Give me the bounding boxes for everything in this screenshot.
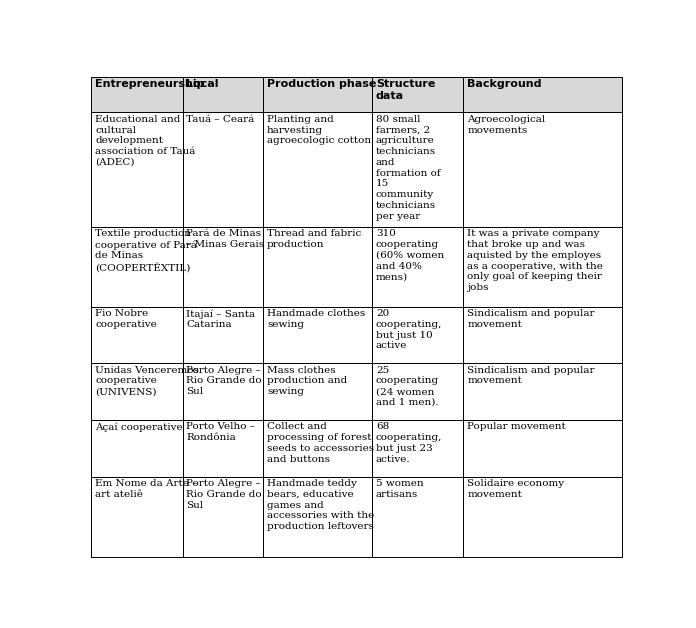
Bar	[182, 77, 263, 112]
Bar	[263, 364, 372, 420]
Text: Sindicalism and popular
movement: Sindicalism and popular movement	[467, 309, 594, 329]
Bar	[263, 112, 372, 227]
Bar	[372, 227, 464, 306]
Text: Textile production
cooperative of Pará
de Minas
(COOPERTÊXTIL): Textile production cooperative of Pará d…	[95, 229, 197, 273]
Bar	[91, 420, 182, 477]
Bar	[464, 477, 622, 558]
Bar	[372, 112, 464, 227]
Text: Collect and
processing of forest
seeds to accessories
and buttons: Collect and processing of forest seeds t…	[267, 423, 374, 463]
Text: Porto Alegre –
Rio Grande do
Sul: Porto Alegre – Rio Grande do Sul	[187, 365, 262, 396]
Text: Handmade teddy
bears, educative
games and
accessories with the
production leftov: Handmade teddy bears, educative games an…	[267, 479, 374, 531]
Text: Fio Nobre
cooperative: Fio Nobre cooperative	[95, 309, 157, 329]
Text: Sindicalism and popular
movement: Sindicalism and popular movement	[467, 365, 594, 386]
Bar	[372, 306, 464, 364]
Text: Planting and
harvesting
agroecologic cotton: Planting and harvesting agroecologic cot…	[267, 115, 371, 146]
Bar	[464, 112, 622, 227]
Text: Local: Local	[187, 79, 219, 89]
Text: Açaí cooperative: Açaí cooperative	[95, 423, 183, 432]
Text: Thread and fabric
production: Thread and fabric production	[267, 229, 361, 249]
Text: It was a private company
that broke up and was
aquisted by the employes
as a coo: It was a private company that broke up a…	[467, 229, 603, 292]
Bar	[372, 477, 464, 558]
Text: Entrepreneurship: Entrepreneurship	[95, 79, 205, 89]
Text: Mass clothes
production and
sewing: Mass clothes production and sewing	[267, 365, 347, 396]
Text: Agroecological
movements: Agroecological movements	[467, 115, 546, 134]
Text: Porto Alegre –
Rio Grande do
Sul: Porto Alegre – Rio Grande do Sul	[187, 479, 262, 509]
Text: 68
cooperating,
but just 23
active.: 68 cooperating, but just 23 active.	[376, 423, 442, 463]
Text: Tauá – Ceará: Tauá – Ceará	[187, 115, 255, 124]
Bar	[372, 420, 464, 477]
Bar	[263, 420, 372, 477]
Text: 25
cooperating
(24 women
and 1 men).: 25 cooperating (24 women and 1 men).	[376, 365, 439, 407]
Bar	[91, 77, 182, 112]
Bar	[464, 306, 622, 364]
Text: 20
cooperating,
but just 10
active: 20 cooperating, but just 10 active	[376, 309, 442, 350]
Text: Background: Background	[467, 79, 541, 89]
Bar	[263, 227, 372, 306]
Text: Porto Velho –
Rondônia: Porto Velho – Rondônia	[187, 423, 255, 442]
Text: Popular movement: Popular movement	[467, 423, 566, 431]
Text: 310
cooperating
(60% women
and 40%
mens): 310 cooperating (60% women and 40% mens)	[376, 229, 444, 281]
Text: 5 women
artisans: 5 women artisans	[376, 479, 423, 499]
Bar	[464, 77, 622, 112]
Bar	[372, 77, 464, 112]
Bar	[263, 77, 372, 112]
Bar	[182, 364, 263, 420]
Bar	[182, 420, 263, 477]
Text: Educational and
cultural
development
association of Tauá
(ADEC): Educational and cultural development ass…	[95, 115, 196, 167]
Bar	[263, 306, 372, 364]
Bar	[182, 227, 263, 306]
Bar	[464, 227, 622, 306]
Bar	[263, 477, 372, 558]
Bar	[464, 420, 622, 477]
Text: Unidas Venceremos
cooperative
(UNIVENS): Unidas Venceremos cooperative (UNIVENS)	[95, 365, 199, 396]
Bar	[372, 364, 464, 420]
Bar	[91, 227, 182, 306]
Bar	[464, 364, 622, 420]
Bar	[91, 112, 182, 227]
Text: Em Nome da Arte –
art ateliê: Em Nome da Arte – art ateliê	[95, 479, 198, 499]
Bar	[91, 477, 182, 558]
Text: Handmade clothes
sewing: Handmade clothes sewing	[267, 309, 365, 329]
Text: Structure
data: Structure data	[376, 79, 435, 101]
Text: Itajaí – Santa
Catarina: Itajaí – Santa Catarina	[187, 309, 255, 329]
Text: Solidaire economy
movement: Solidaire economy movement	[467, 479, 564, 499]
Text: Pará de Minas
– Minas Gerais: Pará de Minas – Minas Gerais	[187, 229, 264, 249]
Bar	[182, 477, 263, 558]
Bar	[182, 306, 263, 364]
Bar	[182, 112, 263, 227]
Text: 80 small
farmers, 2
agriculture
technicians
and
formation of
15
community
techni: 80 small farmers, 2 agriculture technici…	[376, 115, 441, 220]
Bar	[91, 364, 182, 420]
Bar	[91, 306, 182, 364]
Text: Production phase: Production phase	[267, 79, 377, 89]
